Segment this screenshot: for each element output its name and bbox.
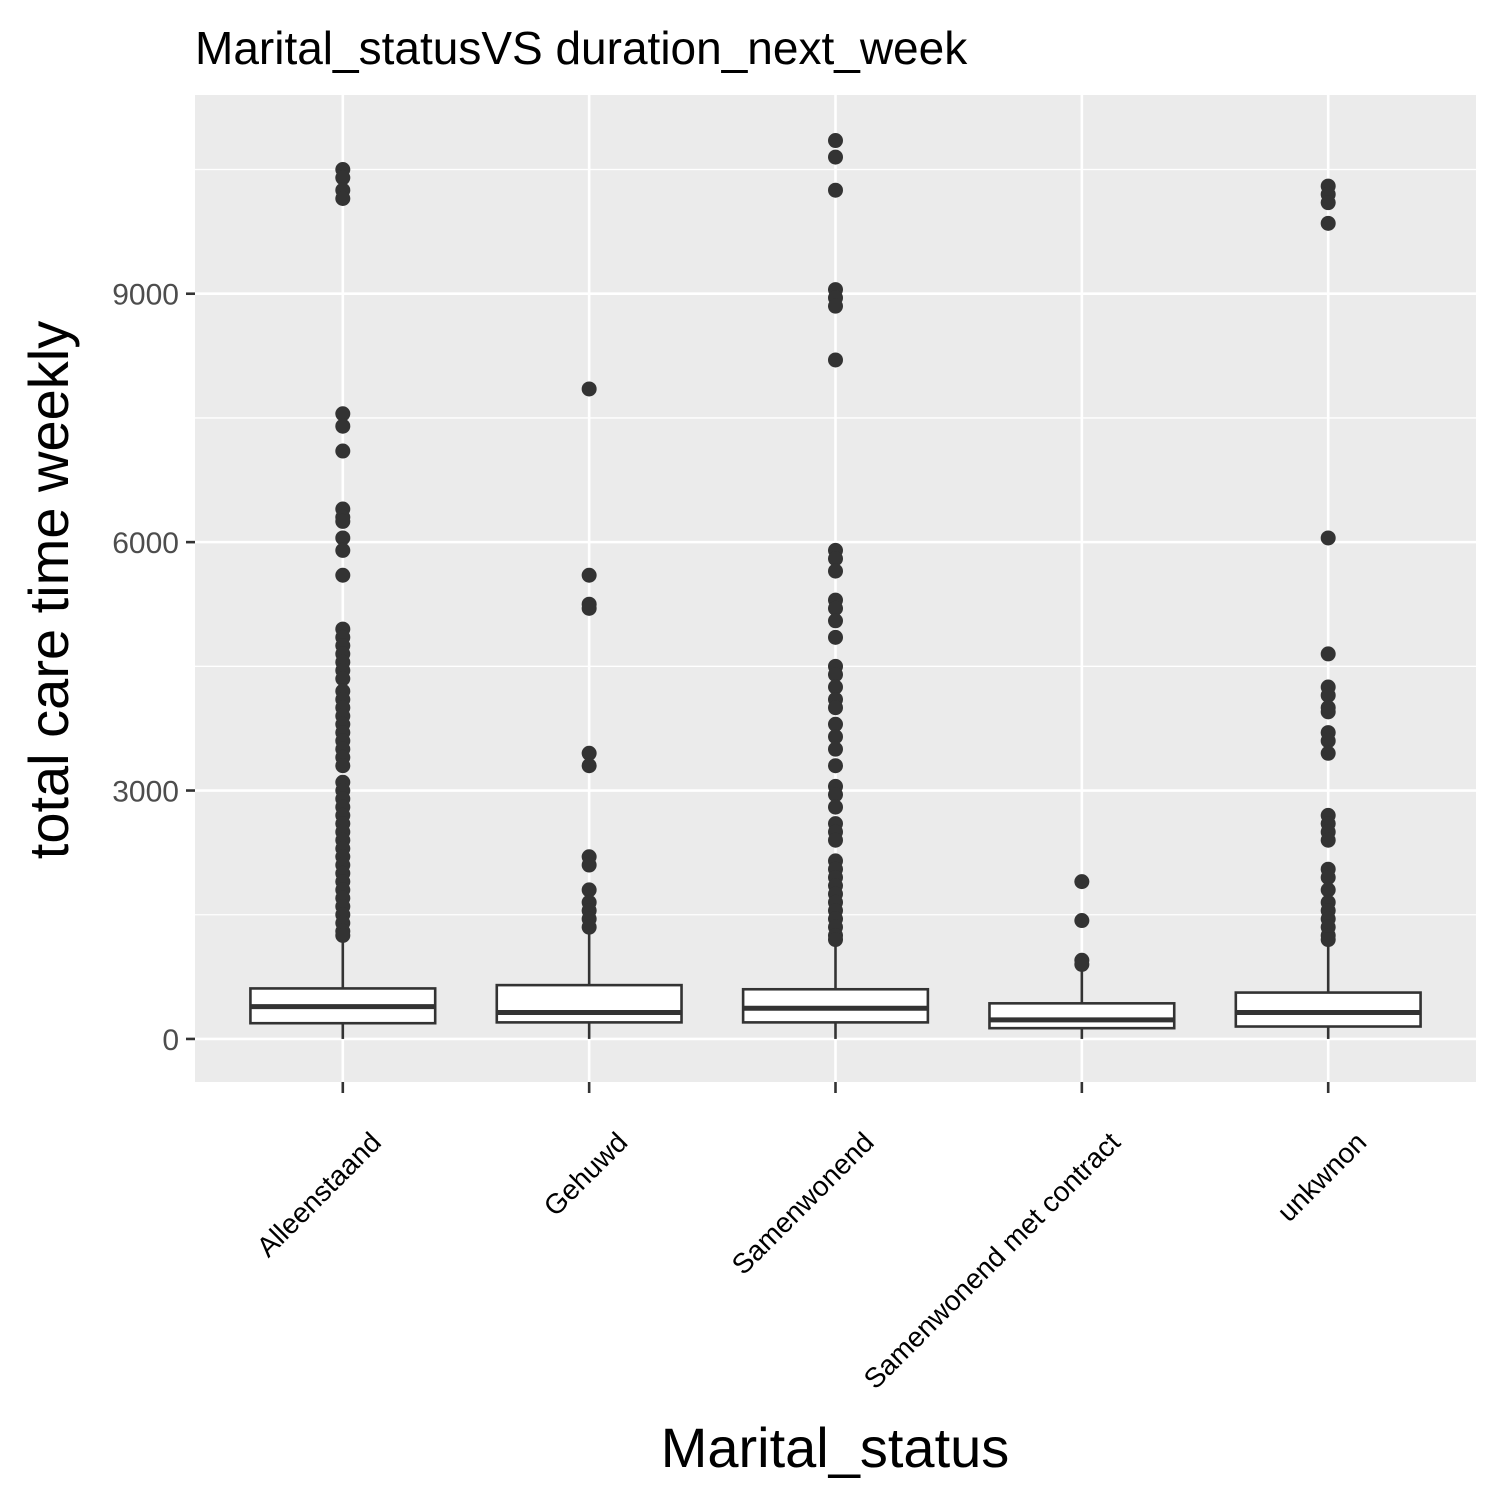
outlier-point (828, 600, 843, 616)
outlier-point (581, 381, 597, 397)
outlier-point (828, 667, 843, 683)
outlier-point (581, 919, 597, 935)
outlier-point (828, 700, 843, 716)
outlier-point (1074, 956, 1090, 972)
outlier-point (335, 418, 351, 434)
outlier-point (828, 563, 843, 579)
outlier-point (335, 443, 351, 459)
outlier-point (581, 567, 597, 583)
y-axis: 0 3000 6000 9000 (112, 279, 195, 1057)
outlier-point (828, 758, 843, 774)
outlier-point (581, 857, 597, 873)
outlier-point (335, 513, 351, 529)
outlier-point (1320, 704, 1336, 720)
outlier-point (581, 600, 597, 616)
outlier-point (828, 182, 843, 198)
y-tick-label: 9000 (112, 279, 179, 312)
outlier-point (828, 551, 843, 567)
outlier-point (828, 629, 843, 645)
outlier-point (1320, 832, 1336, 848)
outlier-point (581, 758, 597, 774)
outlier-point (828, 741, 843, 757)
x-axis-title: Marital_status (661, 1416, 1010, 1479)
outlier-point (1320, 869, 1336, 885)
outlier-point (828, 149, 843, 165)
box-group (741, 133, 930, 1039)
box-iqr (1234, 991, 1422, 1028)
box-iqr (495, 983, 683, 1024)
outlier-point (335, 170, 351, 186)
box-group (1234, 178, 1422, 1039)
outlier-point (1320, 687, 1336, 703)
outlier-point (1320, 215, 1336, 231)
outlier-point (335, 567, 351, 583)
x-axis: Alleenstaand Gehuwd SamenwonendSamenwonend… (251, 1082, 1372, 1395)
outlier-point (1320, 733, 1336, 749)
box-iqr (988, 1002, 1176, 1030)
boxes (249, 133, 1422, 1039)
outlier-point (828, 679, 843, 695)
outlier-point (335, 191, 351, 207)
x-tick-label: Samenwonend (726, 1126, 880, 1280)
outlier-point (1320, 195, 1336, 211)
y-tick-label: 3000 (112, 776, 179, 809)
outlier-point (335, 406, 351, 422)
outlier-point (828, 352, 843, 368)
outlier-point (1320, 882, 1336, 898)
box-group (249, 162, 437, 1039)
outlier-point (1074, 913, 1090, 929)
outlier-point (828, 613, 843, 629)
outlier-point (1320, 530, 1336, 546)
box-group (988, 874, 1176, 1039)
outlier-point (581, 745, 597, 761)
outlier-point (335, 530, 351, 546)
outlier-point (828, 799, 843, 815)
outlier-point (828, 298, 843, 314)
y-tick-label: 6000 (112, 527, 179, 560)
outlier-point (335, 542, 351, 558)
outlier-point (828, 729, 843, 745)
outlier-point (828, 787, 843, 803)
x-tick-label: Samenwonend met contract (858, 1126, 1127, 1395)
x-tick-label: unkwnon (1271, 1126, 1372, 1227)
outlier-point (828, 832, 843, 848)
box-group (495, 381, 683, 1039)
outlier-point (335, 758, 351, 774)
outlier-point (1320, 932, 1336, 948)
outlier-point (1320, 646, 1336, 662)
chart-title: Marital_statusVS duration_next_week (195, 22, 968, 74)
outlier-point (581, 882, 597, 898)
x-tick-label: Gehuwd (538, 1126, 634, 1222)
y-axis-title: total care time weekly (17, 321, 80, 859)
outlier-point (335, 927, 351, 943)
outlier-point (828, 133, 843, 149)
outlier-point (1320, 745, 1336, 761)
outlier-point (1074, 874, 1090, 890)
y-tick-label: 0 (162, 1024, 179, 1057)
outlier-point (828, 716, 843, 732)
x-tick-label: Alleenstaand (251, 1126, 387, 1262)
outlier-point (828, 932, 843, 948)
outlier-point (335, 671, 351, 687)
